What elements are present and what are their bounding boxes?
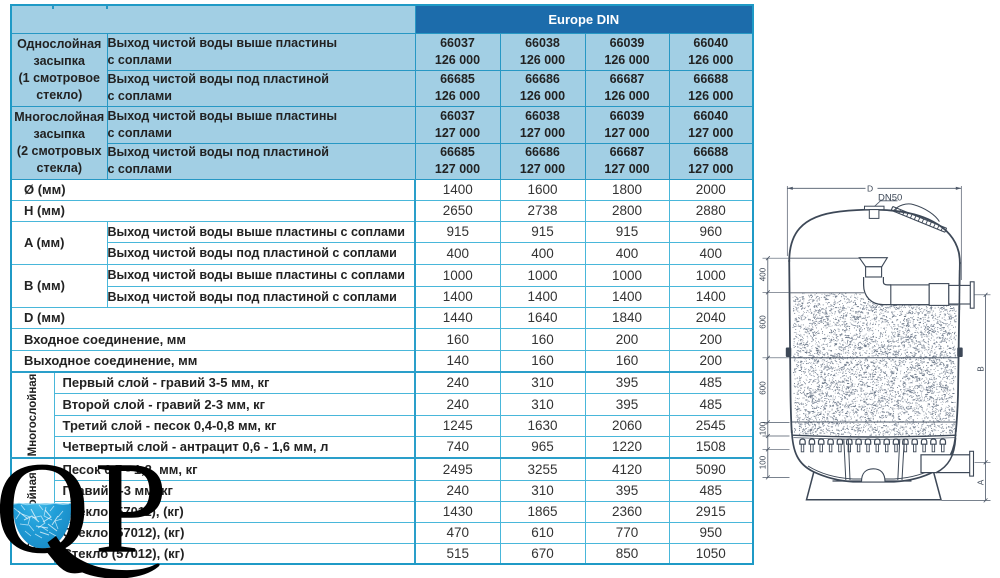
svg-text:100: 100 (759, 455, 768, 469)
svg-text:600: 600 (759, 315, 768, 329)
svg-text:Q: Q (0, 437, 90, 578)
svg-text:DN50: DN50 (878, 193, 902, 204)
svg-text:600: 600 (759, 381, 768, 395)
svg-text:400: 400 (759, 267, 768, 281)
svg-text:B: B (977, 366, 986, 371)
svg-text:P: P (94, 437, 167, 578)
svg-text:100: 100 (759, 421, 768, 435)
svg-text:D: D (867, 184, 873, 194)
svg-text:A: A (977, 479, 986, 485)
